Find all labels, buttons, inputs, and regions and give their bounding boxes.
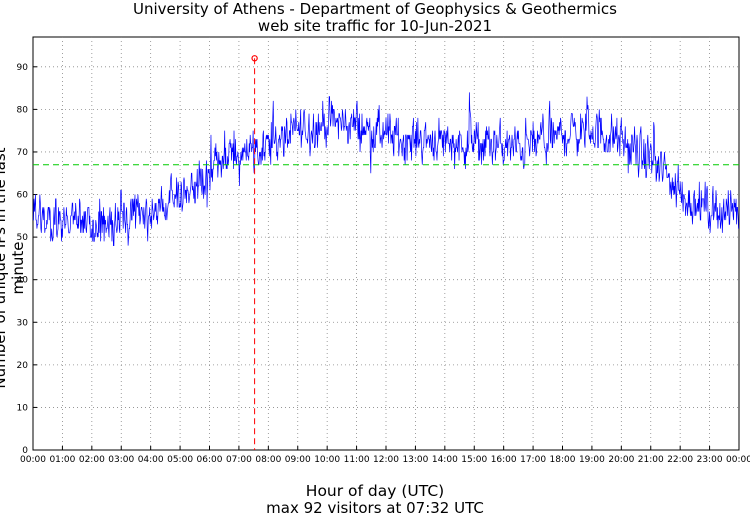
chart-title: University of Athens - Department of Geo… bbox=[133, 0, 617, 18]
x-tick-label: 14:00 bbox=[432, 455, 458, 465]
x-tick-label: 07:00 bbox=[226, 455, 252, 465]
series-group bbox=[33, 92, 739, 246]
x-tick-label: 19:00 bbox=[579, 455, 605, 465]
x-tick-label: 23:00 bbox=[697, 455, 723, 465]
x-tick-label: 17:00 bbox=[520, 455, 546, 465]
x-tick-label: 22:00 bbox=[667, 455, 693, 465]
axis-ticks: 00:00 01:00 02:00 03:00 04:00 05:00 06:00 07:00… bbox=[17, 63, 750, 465]
y-tick-label: 60 bbox=[17, 191, 29, 201]
x-tick-label: 05:00 bbox=[167, 455, 193, 465]
x-tick-label: 00:00 bbox=[20, 455, 46, 465]
x-tick-label: 18:00 bbox=[550, 455, 576, 465]
y-tick-label: 90 bbox=[17, 63, 29, 73]
x-tick-label: 08:00 bbox=[255, 455, 281, 465]
y-tick-label: 20 bbox=[17, 361, 29, 371]
x-tick-label: 09:00 bbox=[285, 455, 311, 465]
x-tick-label: 12:00 bbox=[373, 455, 399, 465]
x-tick-label: 03:00 bbox=[108, 455, 134, 465]
plot-area bbox=[32, 36, 740, 451]
y-tick-label: 40 bbox=[17, 276, 29, 286]
x-tick-label: 01:00 bbox=[49, 455, 75, 465]
x-tick-label: 21:00 bbox=[638, 455, 664, 465]
x-tick-label: 00:00 bbox=[726, 455, 750, 465]
x-tick-label: 20:00 bbox=[608, 455, 634, 465]
max-marker-point bbox=[251, 55, 258, 62]
max-annotation: max 92 visitors at 07:32 UTC bbox=[266, 499, 484, 517]
x-tick-label: 06:00 bbox=[197, 455, 223, 465]
x-tick-label: 11:00 bbox=[344, 455, 370, 465]
traffic-series-line bbox=[33, 92, 739, 246]
x-tick-label: 16:00 bbox=[491, 455, 517, 465]
x-tick-label: 04:00 bbox=[138, 455, 164, 465]
x-axis-label: Hour of day (UTC) bbox=[305, 482, 445, 500]
x-tick-label: 10:00 bbox=[314, 455, 340, 465]
x-tick-label: 02:00 bbox=[79, 455, 105, 465]
y-tick-label: 30 bbox=[17, 318, 29, 328]
y-tick-label: 10 bbox=[17, 403, 29, 413]
y-tick-label: 80 bbox=[17, 105, 29, 115]
max-marker-group bbox=[251, 55, 258, 450]
y-tick-label: 0 bbox=[22, 446, 28, 456]
x-tick-label: 15:00 bbox=[461, 455, 487, 465]
x-tick-label: 13:00 bbox=[402, 455, 428, 465]
y-tick-label: 50 bbox=[17, 233, 29, 243]
chart-subtitle: web site traffic for 10-Jun-2021 bbox=[257, 17, 493, 35]
y-tick-label: 70 bbox=[17, 148, 29, 158]
